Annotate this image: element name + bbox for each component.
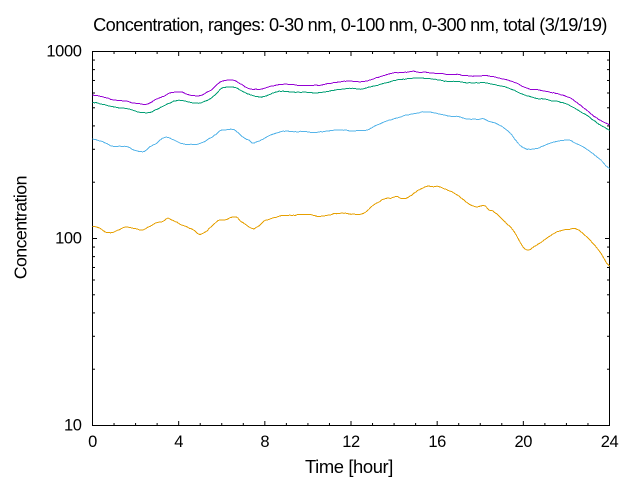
svg-text:1000: 1000 [46, 43, 81, 61]
svg-text:24: 24 [601, 433, 619, 451]
svg-text:8: 8 [260, 433, 269, 451]
svg-text:12: 12 [342, 433, 360, 451]
svg-text:16: 16 [428, 433, 446, 451]
svg-text:0: 0 [88, 433, 97, 451]
svg-text:4: 4 [174, 433, 183, 451]
svg-text:Time [hour]: Time [hour] [305, 456, 393, 477]
svg-text:100: 100 [55, 230, 82, 248]
svg-text:10: 10 [64, 417, 82, 435]
svg-text:20: 20 [515, 433, 533, 451]
svg-text:Concentration: Concentration [10, 176, 30, 279]
svg-text:Concentration, ranges: 0-30 nm: Concentration, ranges: 0-30 nm, 0-100 nm… [93, 15, 607, 35]
